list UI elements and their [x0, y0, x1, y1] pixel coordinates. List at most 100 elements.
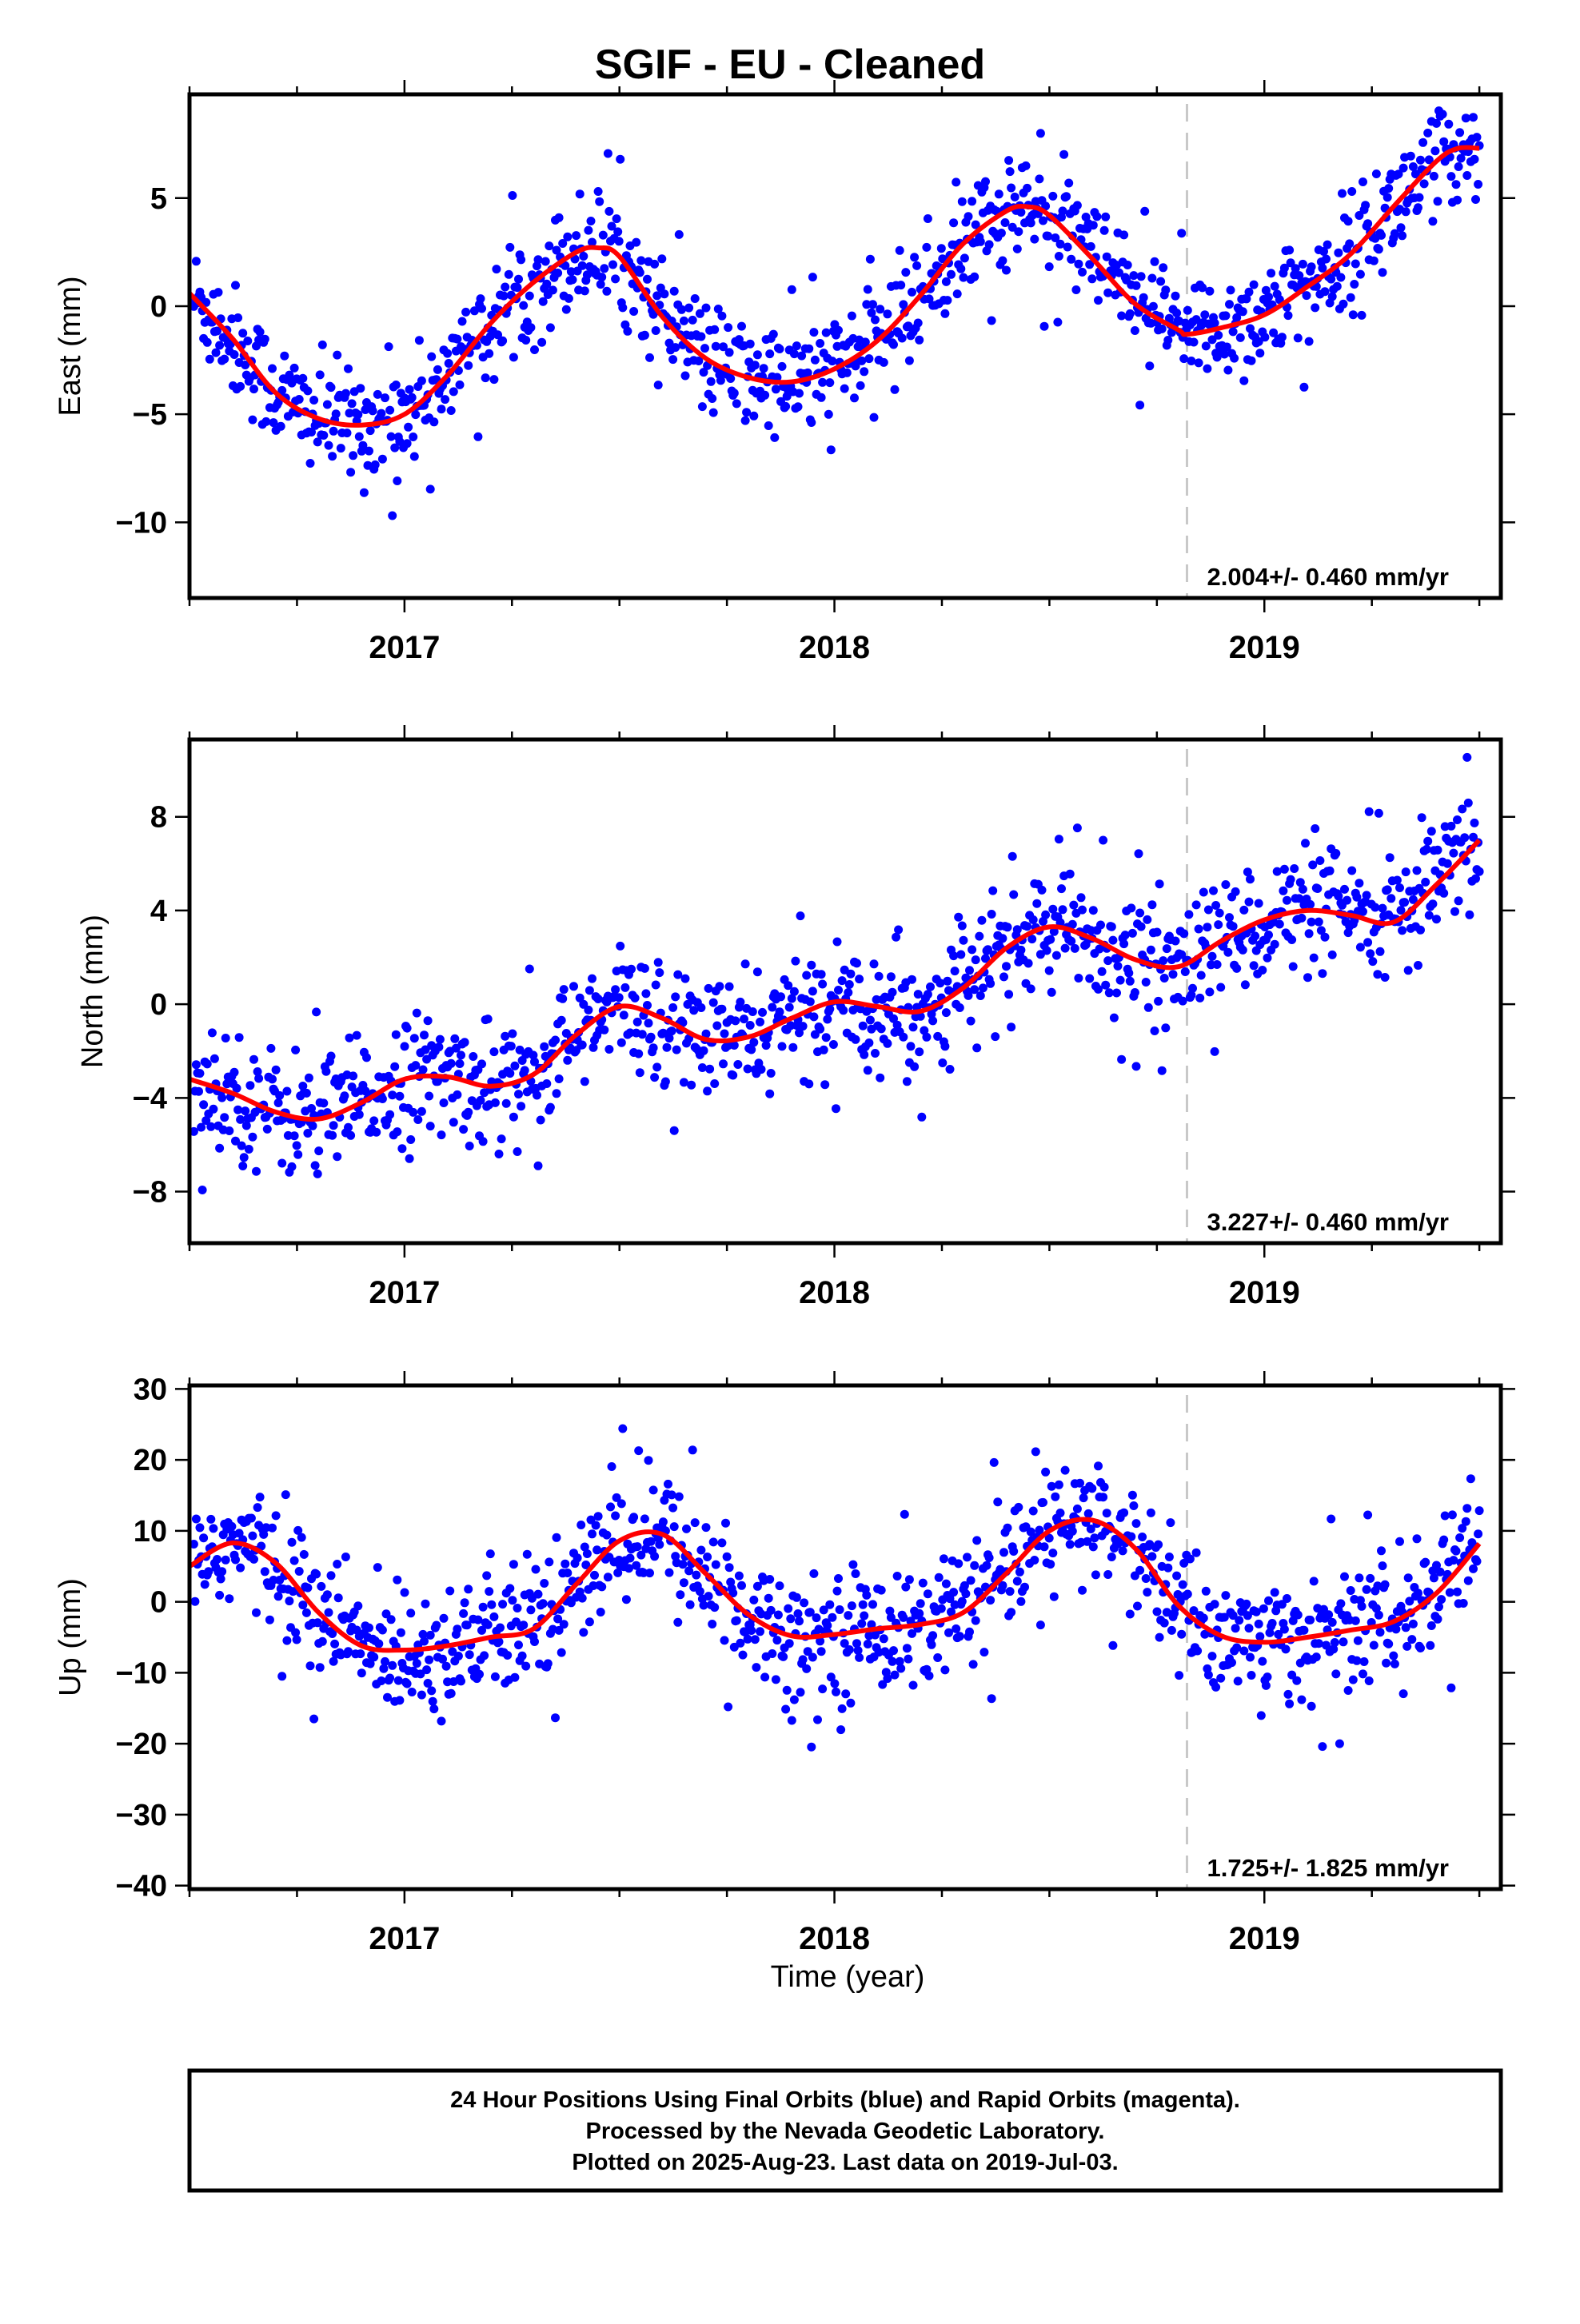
north-point [333, 1152, 342, 1162]
east-point [1157, 324, 1167, 333]
up-point [422, 1665, 432, 1675]
north-point [245, 1081, 255, 1090]
up-point [993, 1497, 1003, 1507]
up-point [986, 1596, 995, 1605]
east-point [1346, 293, 1355, 302]
up-point [972, 1536, 982, 1545]
up-point [989, 1457, 999, 1467]
east-point [1148, 301, 1158, 311]
north-point [650, 1073, 660, 1082]
up-point [902, 1644, 912, 1653]
east-point [577, 261, 587, 270]
north-point [1306, 899, 1315, 909]
up-point [699, 1600, 708, 1610]
up-point [333, 1560, 342, 1569]
up-point [1221, 1591, 1231, 1600]
up-point [980, 1648, 989, 1657]
north-point [816, 970, 826, 979]
north-point [1119, 939, 1129, 949]
up-point [640, 1514, 649, 1524]
north-point [820, 1080, 830, 1090]
up-point [329, 1656, 338, 1666]
north-point [293, 1150, 303, 1159]
north-point [975, 931, 984, 941]
north-point [1177, 950, 1187, 959]
east-plot-frame [187, 92, 1503, 600]
east-point [607, 221, 616, 231]
up-point [636, 1550, 646, 1560]
east-point [701, 303, 711, 313]
north-point [1298, 884, 1307, 894]
north-point [1362, 891, 1371, 900]
east-point [231, 281, 240, 290]
up-point [1466, 1474, 1475, 1484]
up-point [923, 1589, 932, 1599]
up-point [818, 1684, 828, 1694]
north-point [704, 983, 713, 993]
footer-line-1: 24 Hour Positions Using Final Orbits (bl… [450, 2087, 1240, 2113]
east-point [651, 326, 660, 335]
east-point [653, 381, 663, 390]
east-point [1007, 183, 1016, 193]
north-point [1240, 980, 1250, 990]
north-point [233, 1105, 243, 1114]
north-point [844, 988, 853, 997]
east-point [595, 197, 604, 206]
north-point [1232, 963, 1242, 973]
east-point [588, 237, 596, 247]
east-point [1140, 206, 1150, 216]
up-point [1178, 1580, 1187, 1589]
east-point [441, 395, 450, 405]
north-point [745, 1021, 755, 1030]
north-point [1159, 956, 1168, 966]
east-point [706, 377, 716, 386]
up-point [760, 1672, 770, 1682]
east-point [984, 240, 994, 249]
north-point [998, 934, 1007, 943]
up-point [841, 1689, 851, 1699]
north-point [321, 1066, 331, 1076]
east-point [1461, 114, 1470, 123]
up-point [1382, 1658, 1391, 1668]
up-point [965, 1627, 974, 1636]
east-point [1302, 291, 1311, 301]
up-point [423, 1679, 433, 1688]
north-point [805, 997, 815, 1007]
east-point [910, 253, 920, 262]
up-point [538, 1599, 548, 1608]
east-point [1014, 227, 1023, 237]
up-point [611, 1511, 620, 1521]
east-point [307, 428, 316, 436]
up-point [1119, 1508, 1129, 1517]
up-point [784, 1604, 793, 1613]
east-point [596, 280, 605, 289]
east-point [1247, 356, 1256, 365]
north-point [886, 972, 896, 982]
north-point [1016, 945, 1026, 955]
east-x-tick-label: 2019 [1229, 630, 1300, 665]
up-point [1322, 1640, 1331, 1650]
up-point [904, 1654, 913, 1664]
east-point [530, 345, 539, 354]
north-point [1378, 903, 1387, 913]
north-point [513, 1147, 522, 1156]
north-point [922, 1032, 932, 1042]
up-point [669, 1522, 679, 1532]
east-point [742, 408, 752, 417]
east-point [971, 220, 980, 229]
up-point [1318, 1742, 1327, 1752]
up-y-tick-label: 20 [134, 1444, 167, 1477]
north-point [1275, 919, 1284, 929]
north-point [1385, 853, 1394, 863]
north-x-tick-label: 2019 [1229, 1275, 1300, 1310]
north-point [1041, 910, 1051, 919]
up-point [862, 1590, 872, 1600]
up-point [1227, 1658, 1236, 1668]
up-point [896, 1664, 906, 1673]
north-point [525, 964, 534, 974]
up-point [668, 1503, 678, 1513]
east-point [1398, 163, 1408, 173]
north-point [651, 980, 660, 990]
north-point [765, 1089, 775, 1098]
east-point [768, 329, 778, 339]
